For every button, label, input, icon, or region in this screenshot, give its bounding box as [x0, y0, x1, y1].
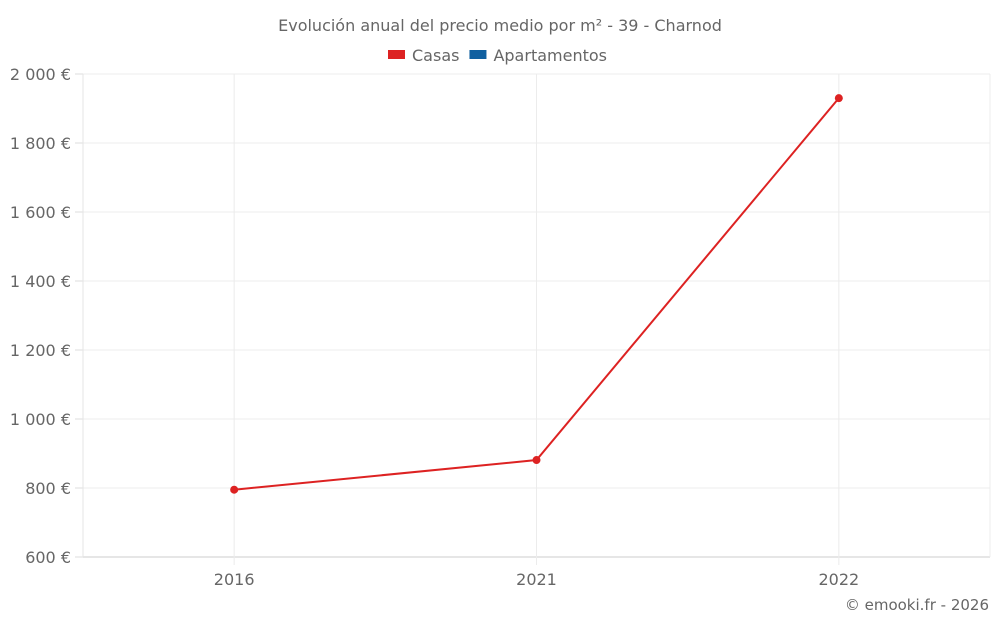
y-tick-label: 1 600 € [10, 203, 71, 222]
y-tick-label: 1 200 € [10, 341, 71, 360]
legend: Casas Apartamentos [388, 46, 607, 65]
y-tick-label: 600 € [25, 548, 71, 567]
y-tick-label: 800 € [25, 479, 71, 498]
x-tick-label: 2021 [516, 570, 557, 589]
legend-label: Apartamentos [493, 46, 607, 65]
credit: © emooki.fr - 2026 [845, 596, 989, 614]
x-tick-label: 2016 [214, 570, 255, 589]
y-tick-label: 1 000 € [10, 410, 71, 429]
legend-label: Casas [412, 46, 459, 65]
legend-swatch-apartamentos [469, 50, 487, 59]
y-tick-label: 2 000 € [10, 65, 71, 84]
legend-swatch-casas [388, 50, 405, 59]
y-tick-label: 1 400 € [10, 272, 71, 291]
data-point [834, 94, 843, 103]
chart-title: Evolución anual del precio medio por m² … [278, 16, 722, 35]
y-tick-label: 1 800 € [10, 134, 71, 153]
data-point [532, 456, 541, 465]
data-point [230, 485, 239, 494]
x-tick-label: 2022 [818, 570, 859, 589]
